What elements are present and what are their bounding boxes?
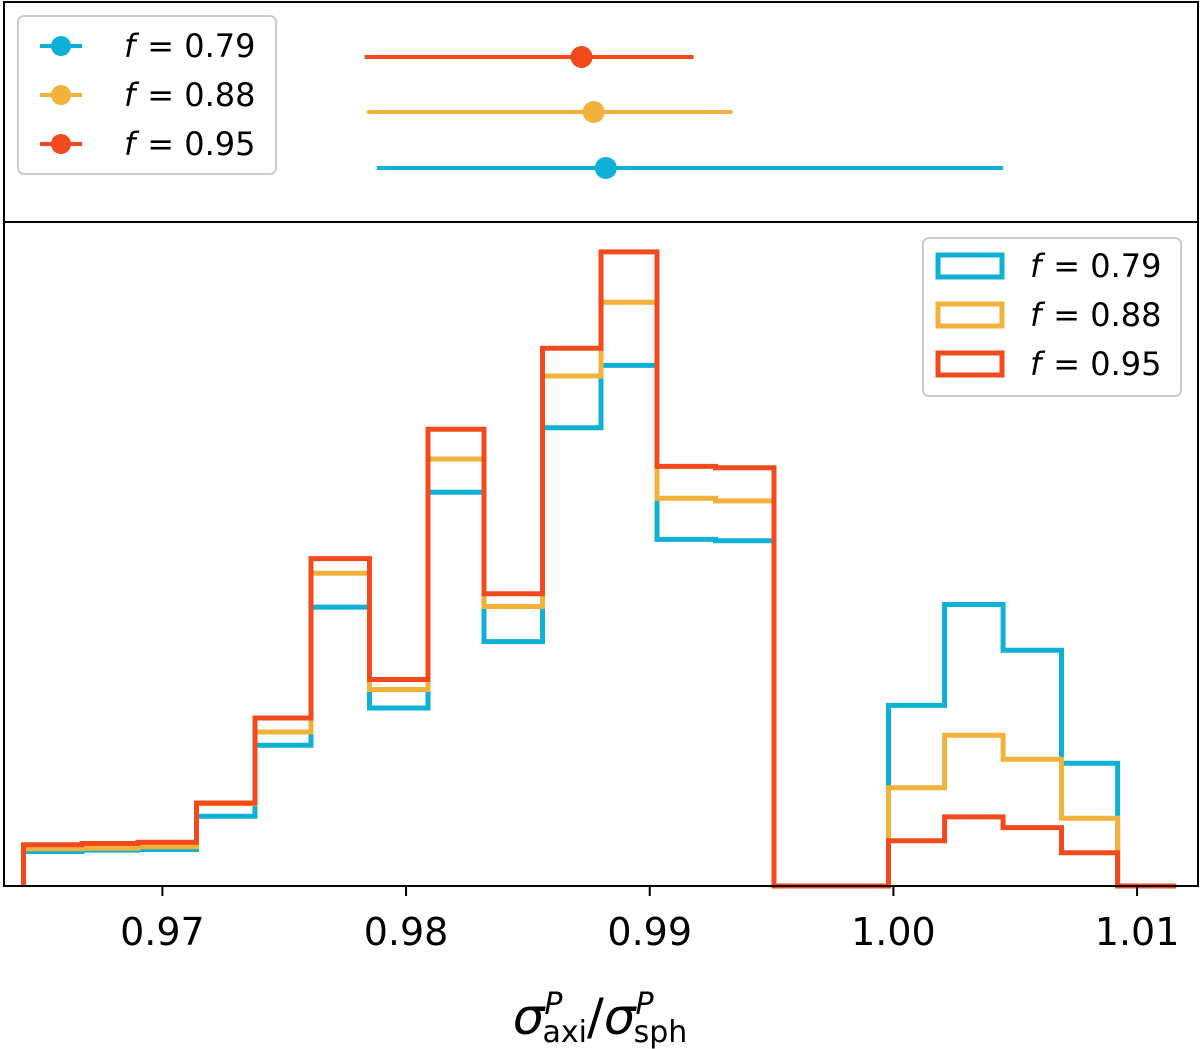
bottom-legend: f = 0.79 f = 0.88 f = 0.95 — [922, 237, 1182, 397]
bottom-panel: 0.97 0.98 0.99 1.00 1.01 f = 0.79 f = 0.88 f = … — [3, 221, 1199, 1049]
x-tick-label: 1.00 — [851, 910, 936, 954]
legend-label: f = 0.79 — [124, 27, 256, 65]
legend-swatch — [935, 252, 1005, 280]
bottom-legend-entry-095: f = 0.95 — [935, 345, 1162, 383]
bottom-legend-entry-079: f = 0.79 — [935, 247, 1162, 285]
top-legend: f = 0.79 f = 0.88 f = 0.95 — [17, 15, 277, 175]
legend-swatch — [935, 350, 1005, 378]
top-legend-box — [17, 15, 277, 175]
errorbar-marker-088 — [582, 101, 605, 123]
errorbar-marker-079 — [594, 157, 617, 179]
legend-marker — [51, 85, 71, 105]
errorbar-marker-095 — [570, 46, 593, 68]
top-legend-entry-079: f = 0.79 — [40, 27, 256, 65]
histogram-series-group — [21, 249, 1177, 889]
legend-swatch — [935, 301, 1005, 329]
histogram-series-095 — [21, 249, 1177, 889]
legend-marker — [51, 134, 71, 154]
errorbar-group — [364, 46, 1004, 179]
x-axis-label: σP axi/σP sph — [513, 987, 688, 1049]
x-tick-label: 0.98 — [364, 910, 449, 954]
legend-marker — [51, 36, 71, 56]
legend-label: f = 0.79 — [1030, 247, 1162, 285]
x-axis-ticks: 0.97 0.98 0.99 1.00 1.01 — [120, 886, 1179, 954]
bottom-panel-frame — [3, 221, 1199, 887]
x-tick-label: 1.01 — [1095, 910, 1180, 954]
x-tick-label: 0.99 — [607, 910, 692, 954]
x-tick-label: 0.97 — [120, 910, 205, 954]
top-panel: f = 0.79 f = 0.88 f = 0.95 — [3, 1, 1199, 223]
legend-label: f = 0.95 — [1030, 345, 1162, 383]
